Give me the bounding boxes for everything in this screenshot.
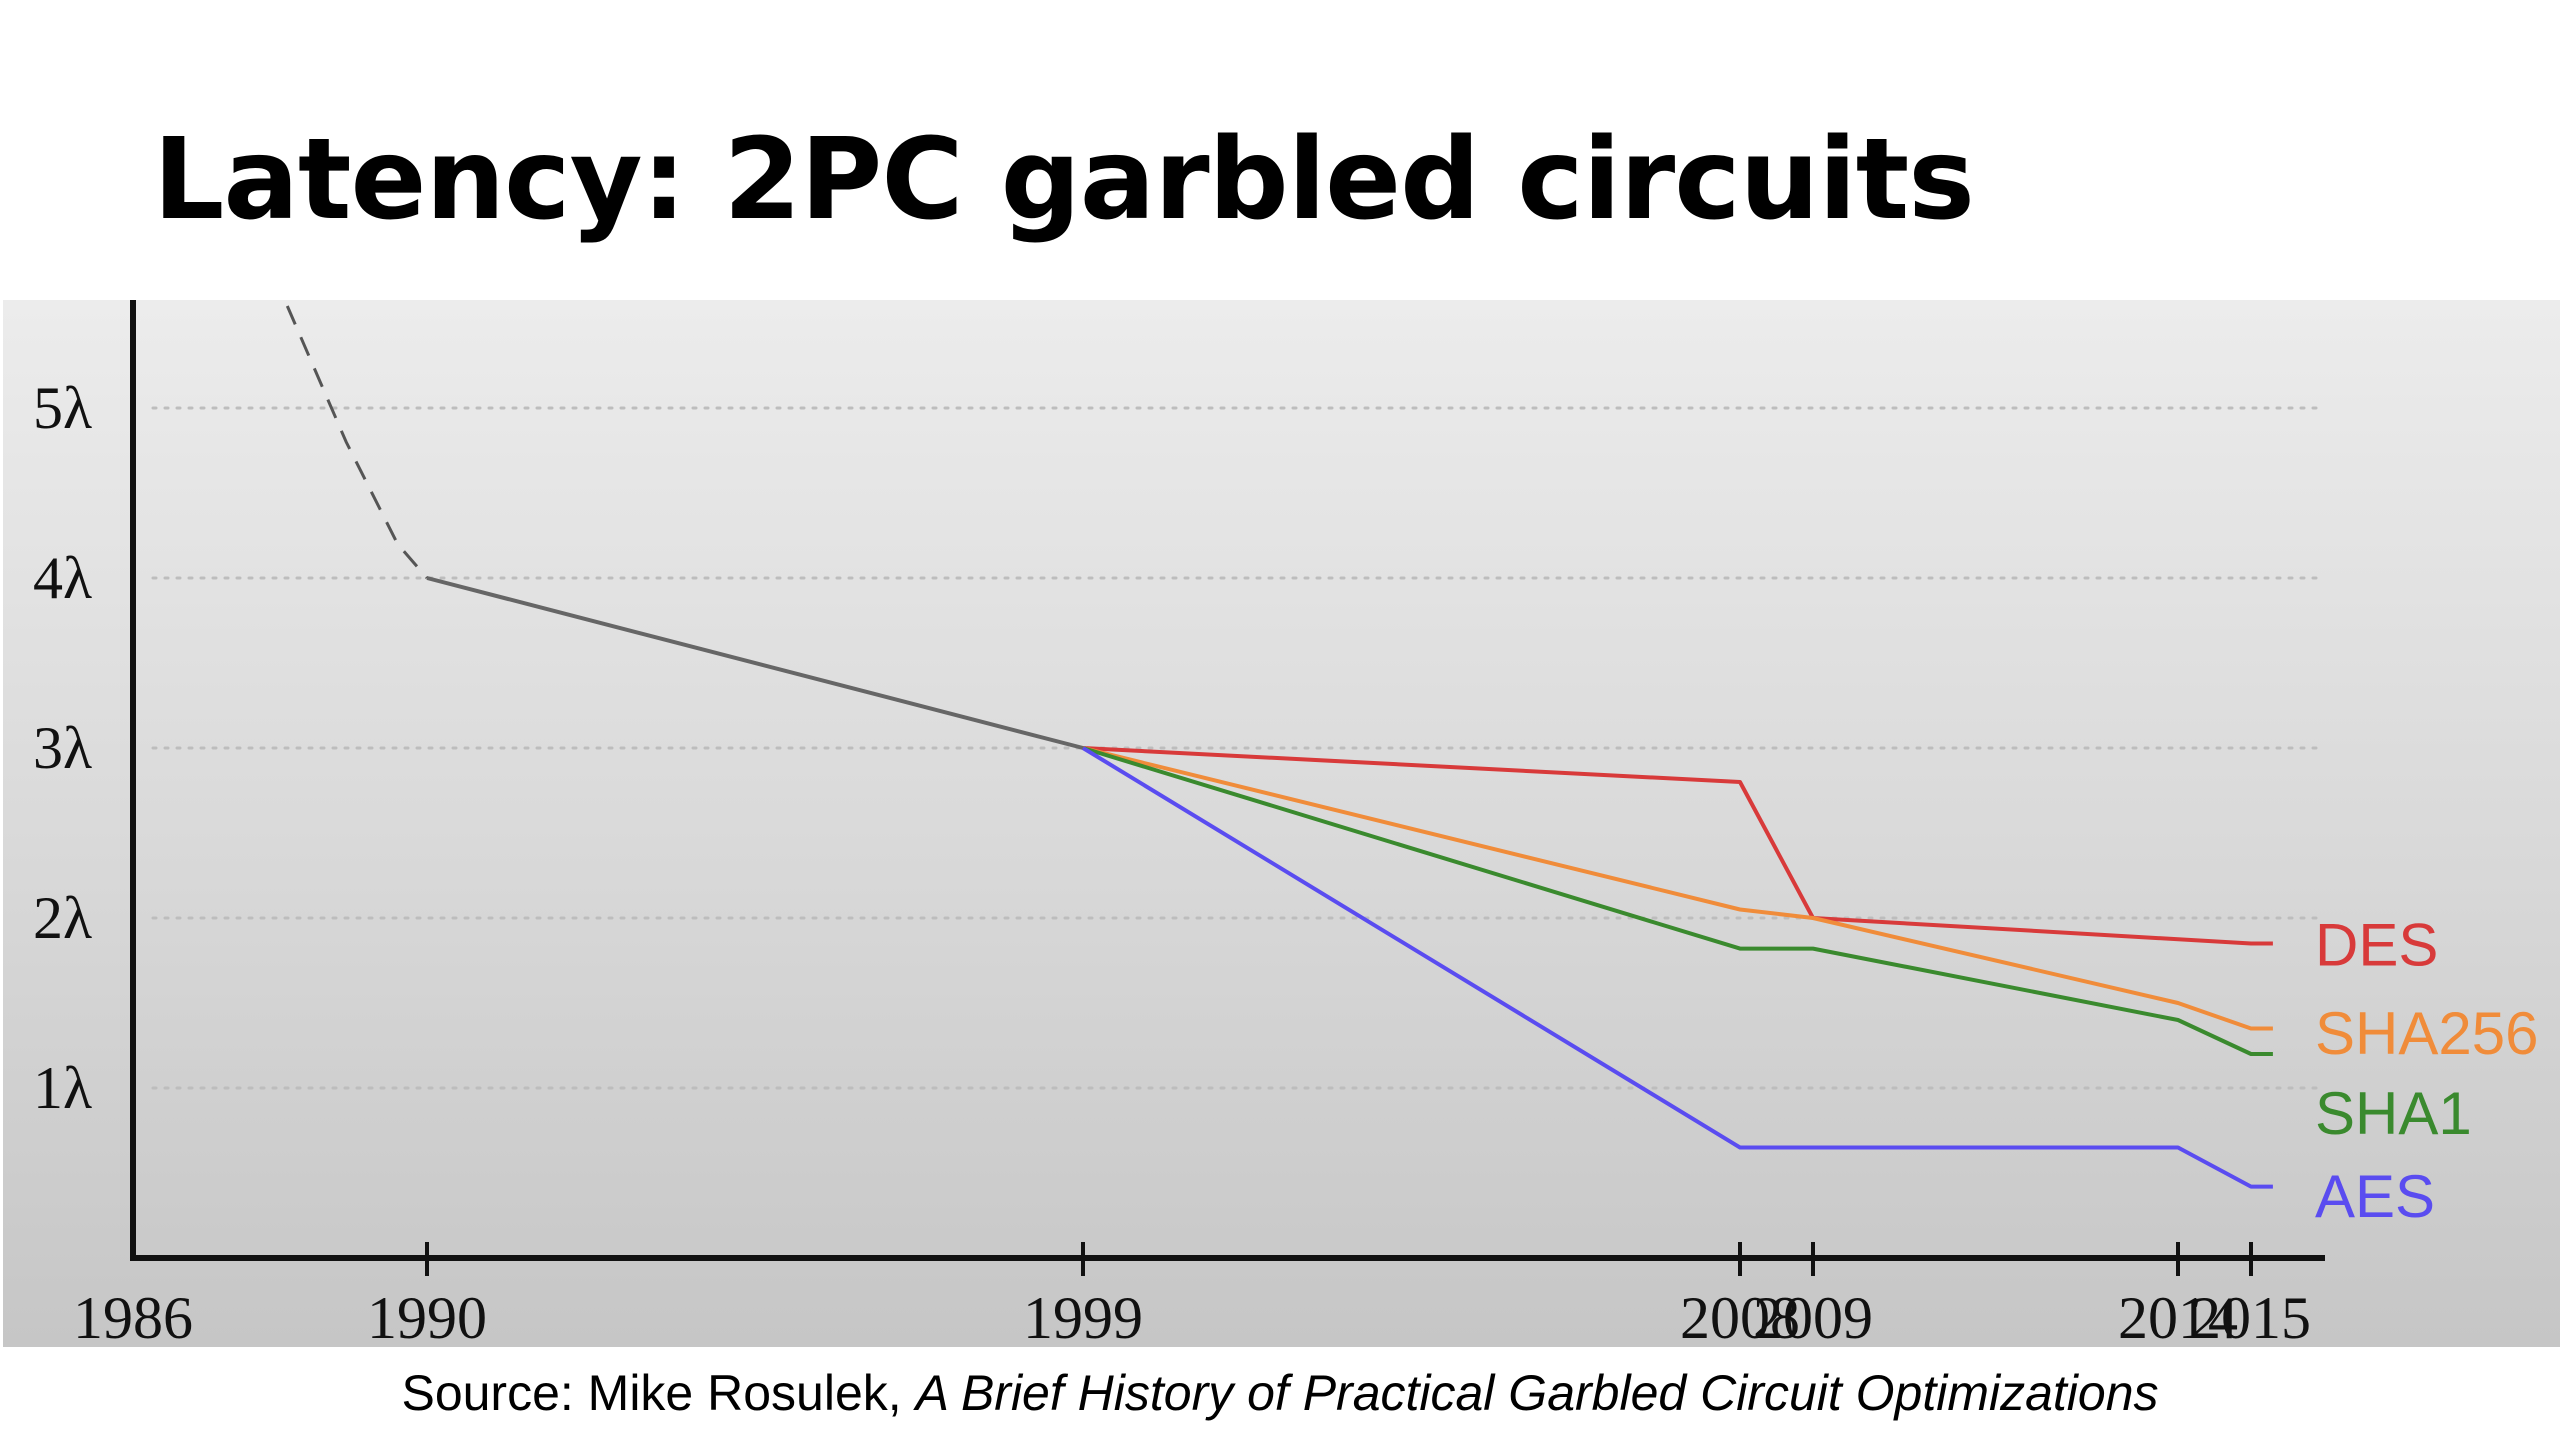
common-trend: [285, 305, 1084, 750]
y-tick-label-2: 2λ: [33, 885, 92, 951]
y-tick-label-4: 4λ: [33, 545, 92, 611]
series-label-sha256: SHA256: [2315, 1000, 2538, 1067]
axes: [130, 300, 2325, 1276]
x-tick-label-2009: 2009: [1753, 1285, 1873, 1347]
y-tick-label-3: 3λ: [33, 715, 92, 781]
common-trend-dashed: [285, 305, 429, 579]
series-line-sha256: [1082, 746, 2273, 1031]
y-tick-label-5: 5λ: [33, 375, 92, 441]
x-tick-label-1990: 1990: [367, 1285, 487, 1347]
x-tick-label-2014: 2014: [2118, 1285, 2238, 1347]
x-tick-label-2015: 2015: [2191, 1285, 2311, 1347]
series-lines: [1081, 746, 2273, 1189]
caption-prefix: Source: Mike Rosulek,: [401, 1365, 916, 1421]
series-line-aes: [1081, 746, 2273, 1189]
x-tick-label-1999: 1999: [1023, 1285, 1143, 1347]
y-tick-label-1: 1λ: [33, 1055, 92, 1121]
series-label-aes: AES: [2315, 1163, 2435, 1230]
series-line-des: [1082, 746, 2273, 946]
x-tick-label-1986: 1986: [73, 1285, 193, 1347]
caption-citation: A Brief History of Practical Garbled Cir…: [915, 1365, 2159, 1421]
common-trend-solid: [426, 576, 1084, 750]
grid-lines: [151, 406, 2320, 1090]
series-label-sha1: SHA1: [2315, 1080, 2472, 1147]
source-caption: Source: Mike Rosulek, A Brief History of…: [0, 1360, 2560, 1426]
series-line-sha1: [1082, 746, 2273, 1056]
chart-panel: 1λ 2λ 3λ 4λ 5λ 1986 1990 1999 2008 2009 2014 2015 DE…: [3, 300, 2560, 1347]
x-tick-label-2008: 2008: [1680, 1285, 1800, 1347]
slide-title: Latency: 2PC garbled circuits: [153, 115, 1975, 245]
series-label-des: DES: [2315, 912, 2438, 979]
